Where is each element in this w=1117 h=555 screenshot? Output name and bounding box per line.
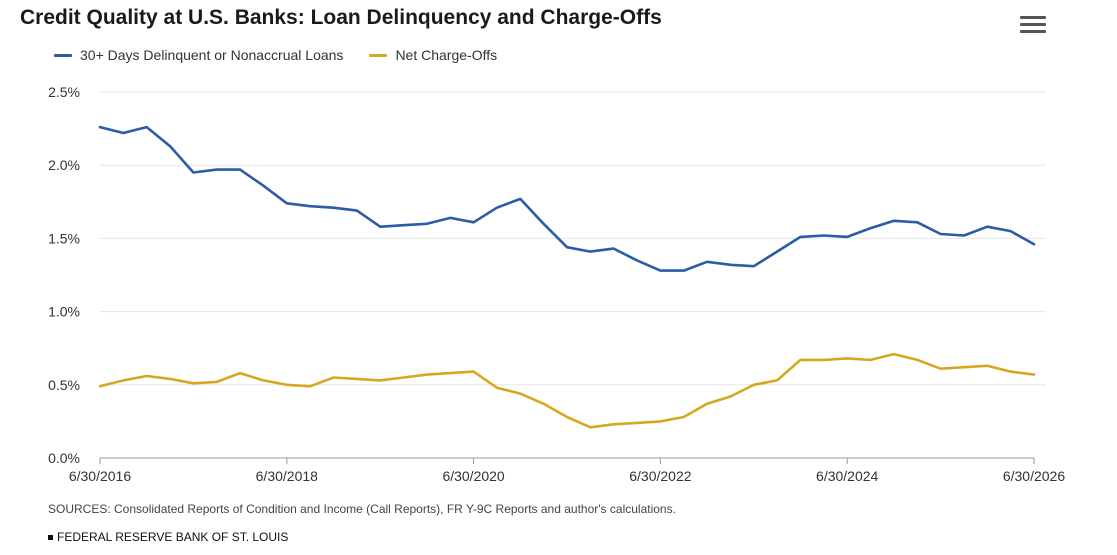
menu-bar [1020,30,1046,33]
y-tick-label: 0.5% [48,377,80,393]
legend-swatch-chargeoffs [369,53,388,57]
menu-bar [1020,16,1046,19]
legend-swatch-delinquent [54,53,72,57]
y-tick-label: 2.0% [48,157,80,173]
y-tick-label: 2.5% [48,84,80,100]
chart-title: Credit Quality at U.S. Banks: Loan Delin… [20,6,662,29]
legend-item-chargeoffs[interactable]: Net Charge-Offs [369,47,497,63]
legend-item-delinquent[interactable]: 30+ Days Delinquent or Nonaccrual Loans [54,47,343,63]
footer-credit: FEDERAL RESERVE BANK OF ST. LOUIS [48,530,288,544]
x-tick-label: 6/30/2016 [69,468,131,484]
series-line-delinquent [98,125,1036,272]
x-tick-label: 6/30/2026 [1003,468,1065,484]
x-tick-label: 6/30/2018 [256,468,318,484]
x-tick-label: 6/30/2022 [629,468,691,484]
footer-credit-text: FEDERAL RESERVE BANK OF ST. LOUIS [57,530,289,544]
y-tick-label: 1.5% [48,230,80,246]
y-tick-label: 1.0% [48,304,80,320]
y-tick-label: 0.0% [48,450,80,466]
legend-label-delinquent: 30+ Days Delinquent or Nonaccrual Loans [80,47,344,63]
x-tick-label: 6/30/2024 [816,468,878,484]
chart-legend: 30+ Days Delinquent or Nonaccrual Loans … [54,47,497,63]
line-chart: 0.0% 0.5% 1.0% 1.5% 2.0% 2.5% 6/30/2016 6/30/20… [48,84,1065,484]
square-bullet-icon [48,534,53,540]
hamburger-menu-icon[interactable] [1020,16,1046,38]
legend-label-chargeoffs: Net Charge-Offs [395,47,498,63]
menu-bar [1020,23,1046,26]
series-line-chargeoffs [98,352,1036,429]
x-tick-label: 6/30/2020 [442,468,504,484]
sources-note: SOURCES: Consolidated Reports of Conditi… [48,502,676,516]
